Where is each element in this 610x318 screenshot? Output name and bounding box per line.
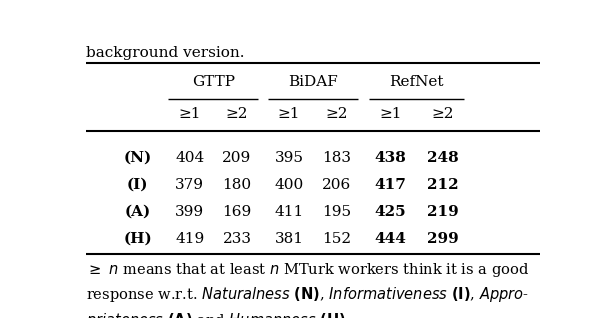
Text: $\geq$ $\it{n}$ means that at least $\it{n}$ MTurk workers think it is a good
re: $\geq$ $\it{n}$ means that at least $\it…	[85, 261, 529, 318]
Text: 444: 444	[375, 232, 407, 245]
Text: 417: 417	[375, 178, 407, 192]
Text: 438: 438	[375, 151, 407, 165]
Text: RefNet: RefNet	[389, 75, 444, 89]
Text: 400: 400	[274, 178, 304, 192]
Text: 404: 404	[175, 151, 204, 165]
Text: BiDAF: BiDAF	[288, 75, 337, 89]
Text: 169: 169	[223, 205, 251, 219]
Text: 299: 299	[427, 232, 459, 245]
Text: 399: 399	[175, 205, 204, 219]
Text: ≥2: ≥2	[325, 107, 348, 121]
Text: 219: 219	[427, 205, 459, 219]
Text: 233: 233	[223, 232, 251, 245]
Text: background version.: background version.	[85, 45, 244, 59]
Text: 152: 152	[321, 232, 351, 245]
Text: 395: 395	[274, 151, 304, 165]
Text: ≥1: ≥1	[179, 107, 201, 121]
Text: 419: 419	[175, 232, 204, 245]
Text: 212: 212	[427, 178, 459, 192]
Text: (A): (A)	[124, 205, 151, 219]
Text: 209: 209	[223, 151, 251, 165]
Text: 425: 425	[375, 205, 406, 219]
Text: 411: 411	[274, 205, 304, 219]
Text: ≥1: ≥1	[379, 107, 402, 121]
Text: 195: 195	[321, 205, 351, 219]
Text: GTTP: GTTP	[192, 75, 235, 89]
Text: 180: 180	[223, 178, 251, 192]
Text: 379: 379	[175, 178, 204, 192]
Text: (H): (H)	[123, 232, 152, 245]
Text: 206: 206	[321, 178, 351, 192]
Text: 248: 248	[427, 151, 459, 165]
Text: (I): (I)	[127, 178, 148, 192]
Text: 183: 183	[321, 151, 351, 165]
Text: 381: 381	[274, 232, 304, 245]
Text: (N): (N)	[124, 151, 152, 165]
Text: ≥2: ≥2	[431, 107, 454, 121]
Text: ≥2: ≥2	[226, 107, 248, 121]
Text: ≥1: ≥1	[278, 107, 300, 121]
